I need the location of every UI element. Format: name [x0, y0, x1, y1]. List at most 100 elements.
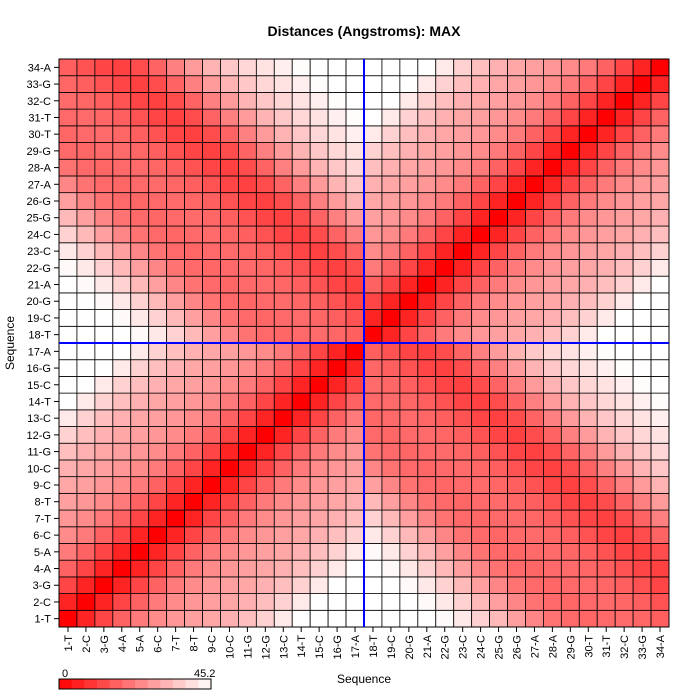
heatmap-cell: [76, 426, 96, 444]
heatmap-cell: [273, 392, 293, 411]
heatmap-cell: [525, 543, 544, 561]
heatmap-cell: [560, 476, 580, 494]
heatmap-cell: [399, 158, 419, 177]
heatmap-cell: [202, 142, 221, 160]
heatmap-cell: [399, 325, 419, 344]
heatmap-cell: [525, 158, 544, 177]
heatmap-cell: [58, 492, 78, 511]
heatmap-cell: [166, 342, 185, 361]
heatmap-cell: [578, 392, 598, 411]
heatmap-cell: [238, 292, 257, 310]
heatmap-cell: [543, 108, 562, 127]
heatmap-cell: [363, 158, 383, 177]
heatmap-cell: [148, 175, 168, 194]
heatmap-cell: [578, 225, 598, 244]
heatmap-cell: [596, 376, 616, 394]
heatmap-cell: [417, 442, 437, 461]
heatmap-cell: [202, 292, 221, 310]
heatmap-cell: [291, 442, 311, 461]
heatmap-cell: [363, 175, 383, 194]
heatmap-cell: [417, 492, 437, 511]
heatmap-cell: [309, 459, 329, 478]
heatmap-cell: [363, 259, 383, 277]
x-tick-label: 18-T: [368, 635, 380, 658]
heatmap-cell: [130, 292, 150, 310]
heatmap-cell: [560, 275, 580, 294]
heatmap-cell: [255, 225, 275, 244]
heatmap-cell: [345, 392, 365, 411]
heatmap-cell: [345, 225, 365, 244]
heatmap-cell: [291, 158, 311, 177]
x-tick-label: 1-T: [63, 635, 75, 652]
heatmap-cell: [507, 426, 526, 444]
heatmap-cell: [345, 142, 365, 160]
heatmap-cell: [381, 242, 401, 260]
heatmap-cell: [220, 325, 239, 344]
heatmap-cell: [363, 58, 383, 77]
x-tick-label: 32-C: [619, 635, 631, 659]
heatmap-cell: [202, 92, 221, 110]
heatmap-cell: [578, 376, 598, 394]
heatmap-cell: [525, 92, 544, 110]
heatmap-cell: [58, 426, 78, 444]
heatmap-cell: [381, 192, 401, 210]
heatmap-cell: [202, 492, 221, 511]
heatmap-cell: [327, 325, 347, 344]
heatmap-cell: [525, 409, 544, 427]
heatmap-cell: [184, 593, 203, 611]
heatmap-cell: [543, 192, 562, 210]
heatmap-cell: [453, 325, 473, 344]
heatmap-cell: [238, 526, 257, 544]
heatmap-cell: [525, 309, 544, 327]
heatmap-cell: [112, 259, 132, 277]
x-tick-label: 24-C: [476, 635, 488, 659]
heatmap-cell: [255, 509, 275, 528]
heatmap-cell: [112, 359, 132, 377]
heatmap-cell: [309, 392, 329, 411]
heatmap-cell: [58, 125, 78, 143]
heatmap-cell: [578, 526, 598, 544]
heatmap-cell: [650, 376, 670, 394]
heatmap-cell: [471, 359, 490, 377]
heatmap-cell: [453, 392, 473, 411]
heatmap-cell: [650, 192, 670, 210]
heatmap-cell: [112, 208, 132, 227]
heatmap-cell: [220, 192, 239, 210]
heatmap-cell: [94, 58, 114, 77]
colorbar-swatch: [109, 679, 123, 689]
heatmap-cell: [184, 158, 203, 177]
heatmap-cell: [327, 543, 347, 561]
heatmap-cell: [94, 609, 114, 628]
heatmap-cell: [614, 509, 634, 528]
heatmap-cell: [202, 609, 221, 628]
heatmap-cell: [58, 259, 78, 277]
heatmap-cell: [130, 342, 150, 361]
heatmap-cell: [273, 359, 293, 377]
heatmap-cell: [417, 325, 437, 344]
heatmap-cell: [291, 225, 311, 244]
heatmap-cell: [471, 459, 490, 478]
heatmap-cell: [309, 359, 329, 377]
heatmap-cell: [202, 342, 221, 361]
heatmap-cell: [76, 576, 96, 594]
heatmap-cell: [578, 609, 598, 628]
heatmap-cell: [453, 342, 473, 361]
heatmap-cell: [309, 342, 329, 361]
heatmap-cell: [471, 175, 490, 194]
heatmap-cell: [650, 392, 670, 411]
heatmap-cell: [76, 225, 96, 244]
heatmap-cell: [435, 309, 455, 327]
heatmap-cell: [435, 392, 455, 411]
heatmap-cell: [238, 426, 257, 444]
heatmap-cell: [291, 376, 311, 394]
heatmap-cell: [650, 509, 670, 528]
heatmap-cell: [309, 142, 329, 160]
heatmap-cell: [76, 442, 96, 461]
heatmap-cell: [184, 75, 203, 93]
heatmap-cell: [94, 125, 114, 143]
heatmap-cell: [543, 292, 562, 310]
heatmap-cell: [273, 442, 293, 461]
y-tick-label: 18-T: [28, 330, 51, 342]
heatmap-cell: [94, 325, 114, 344]
